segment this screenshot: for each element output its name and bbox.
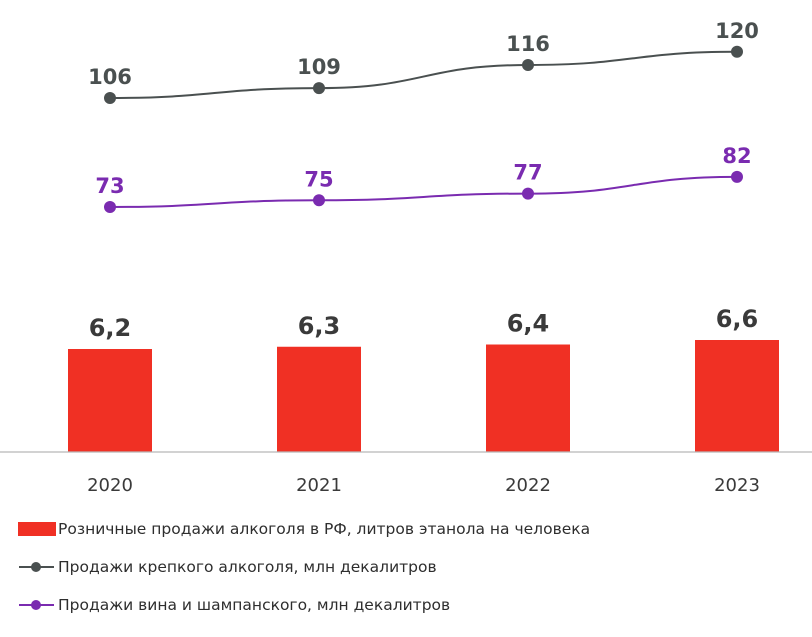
bar-label-2021: 6,3 <box>298 312 341 340</box>
lines-layer: 106 109 116 120 73 75 77 82 <box>88 19 759 213</box>
line-wine <box>109 175 738 208</box>
legend: Розничные продажи алкоголя в РФ, литров … <box>18 510 808 624</box>
legend-dot-spirits <box>31 562 41 572</box>
bar-label-2022: 6,4 <box>507 310 550 338</box>
point-wine-2021 <box>313 194 325 207</box>
legend-item-retail: Розничные продажи алкоголя в РФ, литров … <box>18 510 808 548</box>
bar-label-2023: 6,6 <box>716 305 759 333</box>
legend-swatch-spirits <box>19 562 54 572</box>
x-tick-labels: 2020 2021 2022 2023 <box>87 475 760 496</box>
x-tick-2022: 2022 <box>505 475 551 496</box>
point-wine-2023 <box>731 170 743 183</box>
point-label-wine-2022: 77 <box>513 161 542 185</box>
legend-dot-wine <box>31 600 41 610</box>
point-label-spirits-2020: 106 <box>88 65 132 89</box>
point-label-spirits-2022: 116 <box>506 32 550 56</box>
bars-layer: 6,2 6,3 6,4 6,6 <box>68 305 779 452</box>
point-spirits-2020 <box>104 92 116 104</box>
bar-label-2020: 6,2 <box>89 314 132 342</box>
point-label-spirits-2023: 120 <box>715 19 759 43</box>
legend-label-wine: Продажи вина и шампанского, млн декалитр… <box>58 596 451 614</box>
legend-item-wine: Продажи вина и шампанского, млн декалитр… <box>18 586 808 624</box>
point-label-spirits-2021: 109 <box>297 55 341 79</box>
point-label-wine-2023: 82 <box>722 144 751 168</box>
bar-2021 <box>277 346 361 452</box>
bar-2020 <box>68 349 152 452</box>
point-label-wine-2021: 75 <box>304 167 333 191</box>
legend-item-spirits: Продажи крепкого алкоголя, млн декалитро… <box>18 548 808 586</box>
bar-2022 <box>486 344 570 452</box>
bar-2023 <box>695 340 779 452</box>
x-tick-2021: 2021 <box>296 475 342 496</box>
x-tick-2023: 2023 <box>714 475 760 496</box>
point-wine-2020 <box>104 201 116 213</box>
legend-swatch-wine <box>19 600 54 610</box>
point-spirits-2022 <box>522 59 534 71</box>
legend-swatch-retail <box>18 522 56 536</box>
legend-label-spirits: Продажи крепкого алкоголя, млн декалитро… <box>58 558 437 576</box>
point-spirits-2023 <box>731 45 743 58</box>
point-label-wine-2020: 73 <box>95 174 124 198</box>
x-tick-2020: 2020 <box>87 475 133 496</box>
point-spirits-2021 <box>313 82 325 95</box>
legend-label-retail: Розничные продажи алкоголя в РФ, литров … <box>58 520 591 538</box>
point-wine-2022 <box>522 187 534 200</box>
line-spirits <box>109 50 738 99</box>
